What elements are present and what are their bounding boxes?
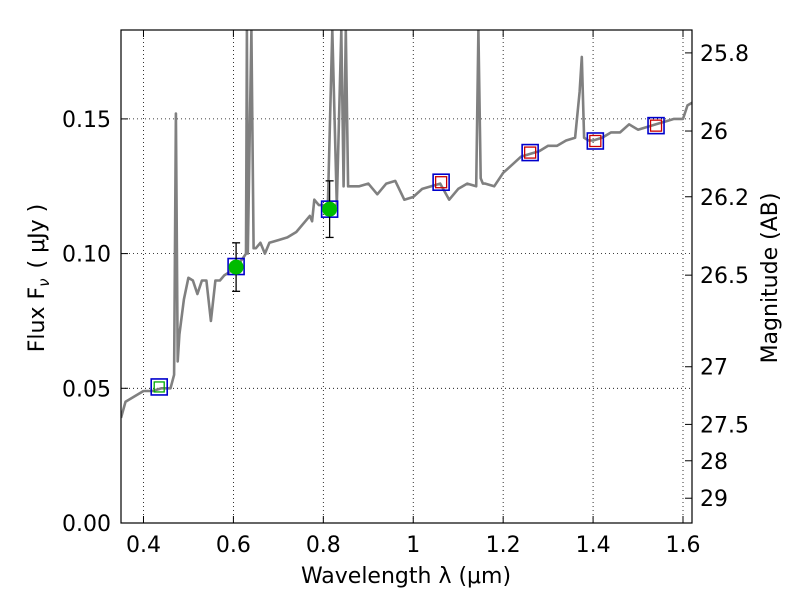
y-tick-label: 0.10 bbox=[62, 243, 111, 268]
model-band-marker bbox=[432, 173, 450, 192]
x-tick-label: 1 bbox=[406, 533, 420, 558]
model-band-marker bbox=[521, 143, 539, 162]
red-open-marker bbox=[523, 146, 537, 159]
model-band-marker bbox=[150, 378, 169, 396]
y2-tick-label: 29 bbox=[700, 487, 728, 512]
y2-tick-label: 26.2 bbox=[700, 186, 749, 211]
y-tick-label: 0.15 bbox=[62, 108, 111, 133]
model-spectrum bbox=[121, 30, 692, 419]
y2-tick-label: 25.8 bbox=[700, 42, 749, 67]
observed-point bbox=[228, 259, 244, 275]
axis-ticks: 0.4 0.6 0.8 1 1.2 1.4 1.6 0.00 0.05 0.10 0.15 25.8 2… bbox=[62, 30, 749, 558]
red-open-marker bbox=[434, 176, 448, 189]
model-band-marker bbox=[586, 132, 605, 150]
y2-tick-label: 26 bbox=[700, 120, 728, 145]
y-tick-label: 0.05 bbox=[62, 377, 111, 402]
green-open-marker bbox=[153, 381, 165, 393]
model-band-marker bbox=[647, 116, 665, 135]
x-tick-label: 0.4 bbox=[126, 533, 161, 558]
red-open-marker bbox=[589, 134, 602, 148]
x-tick-label: 1.6 bbox=[666, 533, 701, 558]
data-markers bbox=[150, 116, 665, 396]
y-axis-label: Flux Fν( μJy ) bbox=[25, 204, 53, 352]
y2-tick-label: 28 bbox=[700, 450, 728, 475]
observed-point bbox=[322, 201, 338, 217]
y2-tick-label: 27 bbox=[700, 356, 728, 381]
x-axis-label: Wavelength λ (μm) bbox=[301, 564, 511, 589]
y-tick-label: 0.00 bbox=[62, 512, 111, 537]
x-tick-label: 0.8 bbox=[306, 533, 341, 558]
red-open-marker bbox=[649, 119, 663, 132]
plot-frame bbox=[120, 29, 693, 524]
y2-tick-label: 27.5 bbox=[700, 413, 749, 438]
x-tick-label: 1.4 bbox=[576, 533, 611, 558]
x-tick-label: 0.6 bbox=[216, 533, 251, 558]
x-tick-label: 1.2 bbox=[486, 533, 521, 558]
y2-tick-label: 26.5 bbox=[700, 264, 749, 289]
y2-axis-label: Magnitude (AB) bbox=[758, 193, 783, 364]
spectrum-line bbox=[121, 30, 692, 419]
